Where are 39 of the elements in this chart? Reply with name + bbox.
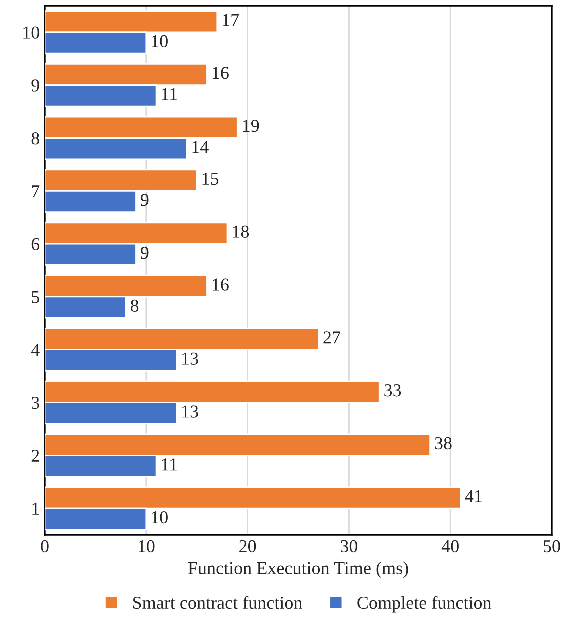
y-tick-label: 8 [32,132,40,145]
data-label: 27 [324,332,340,344]
data-label: 17 [223,14,240,26]
y-tick-label: 7 [32,186,40,198]
data-label: 10 [152,511,168,524]
data-label: 16 [212,278,229,291]
y-tick-label: 9 [32,80,40,92]
data-label: 38 [435,437,452,450]
x-tick-label: 50 [544,540,560,553]
data-label: 13 [182,352,198,365]
x-axis-title: Function Execution Time (ms) [188,562,408,578]
y-tick-label: 4 [31,344,40,356]
data-label: 33 [384,384,402,397]
data-label: 9 [141,247,149,260]
y-tick-label: 1 [32,502,40,515]
data-label: 15 [202,172,219,186]
y-tick-label: 2 [32,450,40,462]
data-label: 9 [141,194,149,206]
data-label: 16 [212,67,229,80]
legend-label: Complete function [358,596,492,613]
data-label: 13 [182,406,198,418]
data-label: 41 [465,490,482,502]
x-tick-label: 10 [138,540,155,553]
data-label: 19 [243,120,260,132]
x-tick-label: 30 [341,540,358,553]
x-tick-label: 40 [442,540,459,553]
y-tick-label: 5 [32,291,40,304]
y-tick-label: 3 [32,397,40,410]
data-label: 14 [192,141,209,154]
x-tick-label: 0 [41,540,49,553]
data-label: 10 [152,35,168,48]
x-tick-label: 20 [240,540,256,553]
data-label: 8 [130,300,139,312]
data-label: 11 [162,88,177,100]
data-label: 11 [162,458,177,471]
y-tick-label: 10 [24,26,40,39]
y-tick-label: 6 [32,238,40,250]
legend-label: Smart contract function [133,596,302,610]
data-label: 18 [233,226,250,238]
